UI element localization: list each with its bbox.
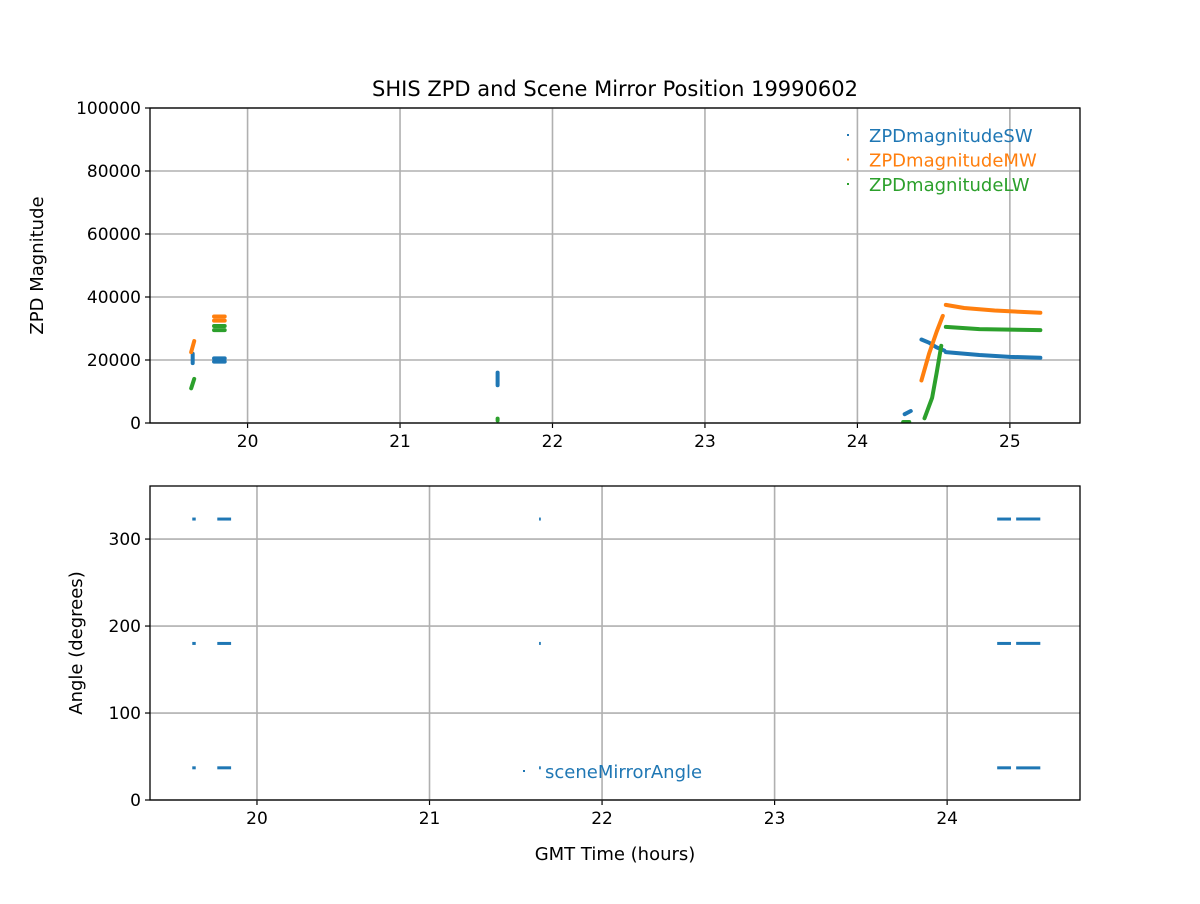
series-ZPDmagnitudeMW (189, 302, 1043, 383)
y-tick-label: 0 (130, 791, 141, 811)
x-tick-label: 25 (999, 432, 1021, 452)
y-axis-label: Angle (degrees) (66, 571, 87, 714)
axes-1: 20 21 22 23 24 25 0 20000 40000 60000 80000 100000 S… (27, 77, 1081, 452)
y-tick-label: 100 (109, 704, 141, 724)
legend-marker (847, 158, 849, 161)
legend-marker (523, 770, 525, 772)
legend-label: ZPDmagnitudeSW (869, 126, 1033, 147)
y-tick-label: 40000 (87, 288, 141, 308)
data-segment (902, 409, 913, 417)
x-tick-label: 23 (764, 809, 786, 829)
data-segment (943, 302, 1043, 315)
x-tick-label: 24 (847, 432, 869, 452)
data-segment (943, 324, 1043, 333)
x-axis-label: GMT Time (hours) (535, 844, 696, 865)
x-tick-label: 20 (237, 432, 259, 452)
x-tick-label: 24 (936, 809, 958, 829)
x-tick-label: 21 (419, 809, 441, 829)
y-tick-label: 100000 (76, 99, 141, 119)
x-tick-label: 20 (246, 809, 268, 829)
y-tick-label: 300 (109, 530, 141, 550)
series-ZPDmagnitudeLW (189, 323, 1043, 423)
x-tick-label: 23 (694, 432, 716, 452)
series-sceneMirrorAngle (192, 517, 1041, 770)
y-axis-label: ZPD Magnitude (27, 196, 48, 334)
legend-marker (847, 134, 849, 136)
plot-area (192, 517, 1041, 770)
data-segment (919, 313, 945, 383)
legend-marker (847, 183, 849, 185)
data-segment (943, 350, 1043, 360)
axes-2: 20 21 22 23 24 0 100 200 300 GMT Time (hours) Angl… (66, 485, 1081, 865)
series-ZPDmagnitudeSW (190, 337, 1043, 417)
legend: ZPDmagnitudeSW ZPDmagnitudeMW ZPDmagnitude… (847, 126, 1037, 196)
legend-label: sceneMirrorAngle (545, 762, 702, 783)
legend-label: ZPDmagnitudeMW (869, 151, 1037, 172)
data-segment (189, 339, 197, 355)
chart-title: SHIS ZPD and Scene Mirror Position 19990… (372, 77, 858, 101)
y-tick-label: 80000 (87, 162, 141, 182)
x-tick-label: 21 (389, 432, 411, 452)
x-tick-label: 22 (591, 809, 613, 829)
data-segment (922, 343, 944, 421)
axes-frame (149, 107, 1081, 424)
legend-label: ZPDmagnitudeLW (869, 175, 1030, 196)
plot-area (189, 302, 1043, 423)
y-tick-label: 200 (109, 617, 141, 637)
y-tick-label: 20000 (87, 351, 141, 371)
y-tick-label: 0 (130, 414, 141, 434)
x-tick-label: 22 (542, 432, 564, 452)
y-tick-label: 60000 (87, 225, 141, 245)
legend: sceneMirrorAngle (523, 762, 702, 783)
data-segment (189, 376, 197, 391)
axes-frame (149, 485, 1081, 801)
